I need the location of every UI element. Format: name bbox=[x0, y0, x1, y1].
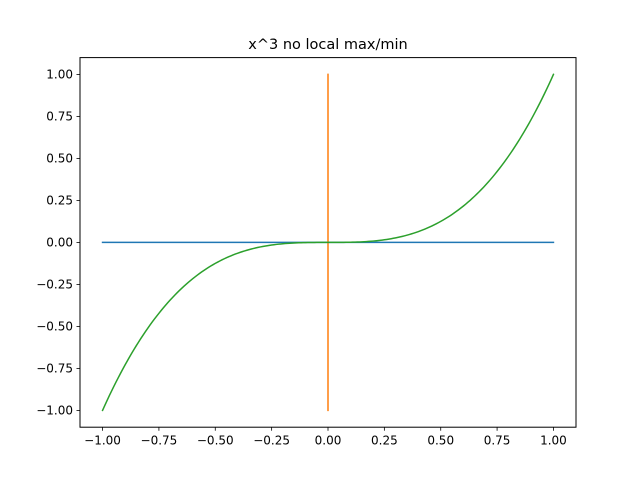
y-tick-label: −0.75 bbox=[36, 362, 73, 376]
x-tick-label: −0.75 bbox=[141, 434, 178, 448]
y-axis-ticks: −1.00 −0.75 −0.50 −0.25 0.00 0.25 0.50 0.75 1.00 bbox=[36, 68, 80, 418]
chart-title: x^3 no local max/min bbox=[248, 37, 407, 53]
series-layer bbox=[101, 73, 555, 412]
y-tick-label: 0.50 bbox=[46, 152, 73, 166]
y-tick-label: 0.25 bbox=[46, 194, 73, 208]
x-axis-ticks: −1.00 −0.75 −0.50 −0.25 0.00 0.25 0.50 0.75 1.00 bbox=[84, 427, 567, 448]
y-tick-label: −1.00 bbox=[36, 404, 73, 418]
plot-area-frame bbox=[79, 57, 577, 428]
y-tick-label: −0.25 bbox=[36, 278, 73, 292]
x-tick-label: 0.50 bbox=[427, 434, 454, 448]
x-tick-label: 0.00 bbox=[315, 434, 342, 448]
x-tick-label: −0.25 bbox=[253, 434, 290, 448]
y-tick-label: 0.75 bbox=[46, 110, 73, 124]
y-tick-label: 0.00 bbox=[46, 236, 73, 250]
x-tick-label: 0.25 bbox=[371, 434, 398, 448]
x-tick-label: 0.75 bbox=[484, 434, 511, 448]
x-tick-label: −1.00 bbox=[84, 434, 121, 448]
series-line-3 bbox=[101, 73, 555, 412]
x-tick-label: −0.50 bbox=[197, 434, 234, 448]
y-tick-label: −0.50 bbox=[36, 320, 73, 334]
y-tick-label: 1.00 bbox=[46, 68, 73, 82]
x-tick-label: 1.00 bbox=[540, 434, 567, 448]
